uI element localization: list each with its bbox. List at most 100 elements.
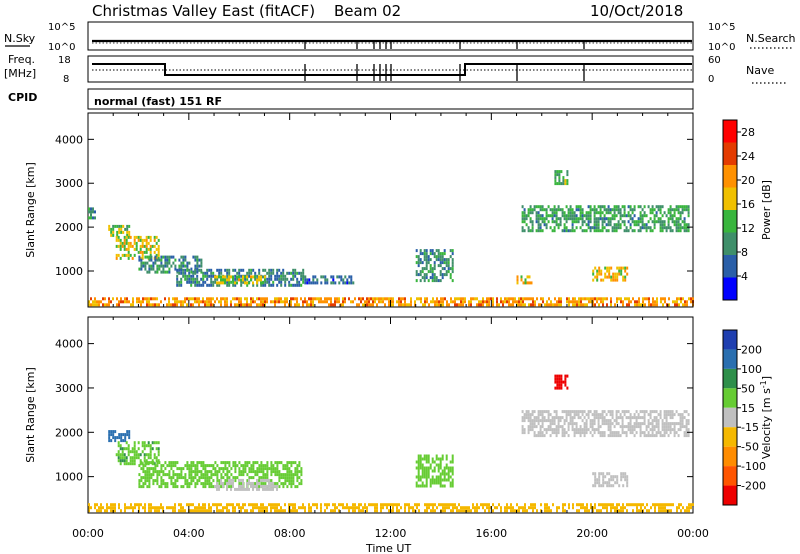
x-tick-label: 00:00 [72, 527, 104, 540]
echo-region [88, 297, 694, 307]
colorbar-swatch [723, 210, 737, 233]
echo-region [521, 410, 690, 438]
freq-tick-bottom: 8 [63, 74, 69, 85]
echo-region [214, 275, 266, 285]
colorbar-tick-label: -15 [741, 421, 759, 434]
panel-frame [87, 112, 694, 308]
freq-trace [92, 63, 692, 76]
velocity-panel: 1000 2000 3000 4000 Slant Range [km] 200 100 50… [24, 316, 773, 514]
colorbar-label-sup: -1 [759, 380, 768, 388]
echo-region [521, 205, 690, 233]
colorbar-swatch [723, 187, 737, 210]
y-tick-label: 2000 [55, 426, 83, 439]
x-tick-label: 04:00 [173, 527, 205, 540]
beam-label: Beam 02 [334, 2, 401, 20]
cpid-label: CPID [8, 91, 37, 104]
y-tick-label: 1000 [55, 471, 83, 484]
x-tick-label: 08:00 [274, 527, 306, 540]
colorbar-swatch [723, 165, 737, 188]
colorbar-swatch [723, 466, 737, 486]
colorbar-swatch [723, 330, 737, 350]
freq-label: Freq. [8, 53, 35, 66]
colorbar-label: Velocity [m s-1] [759, 376, 773, 459]
time-axis-label: Time UT [365, 542, 411, 554]
echo-region [108, 224, 131, 237]
colorbar-swatch [723, 232, 737, 255]
x-tick-label: 00:00 [677, 527, 709, 540]
colorbar-label: Power [dB] [760, 180, 773, 240]
freq-unit-label: [MHz] [4, 67, 36, 80]
y-tick-label: 1000 [55, 265, 83, 278]
echo-region [176, 268, 305, 287]
colorbar-tick-label: 20 [741, 174, 755, 187]
echo-region [88, 503, 694, 513]
y-tick-label: 2000 [55, 221, 83, 234]
colorbar-tick-label: -100 [741, 460, 766, 473]
y-axis-label: Slant Range [km] [24, 162, 37, 258]
colorbar-tick-label: 50 [741, 382, 755, 395]
echo-region [415, 249, 454, 283]
nsky-tick-top: 10^5 [48, 22, 75, 33]
nsky-tick-bottom: 10^0 [48, 42, 75, 53]
time-axis: 00:00 04:00 08:00 12:00 16:00 20:00 00:00 [72, 527, 709, 540]
echo-region [214, 478, 278, 491]
nave-label: Nave [746, 64, 774, 77]
y-tick-label: 4000 [55, 133, 83, 146]
colorbar-tick-label: -50 [741, 441, 759, 454]
colorbar-swatch [723, 277, 737, 300]
station-title: Christmas Valley East (fitACF) [92, 2, 315, 20]
colorbar-tick-label: 16 [741, 198, 755, 211]
cpid-strip [87, 88, 694, 110]
nsearch-tick-bottom: 10^0 [708, 42, 735, 53]
noise-strip: N.Sky 10^5 10^0 10^5 10^0 N.Search [4, 21, 796, 53]
echo-region [88, 207, 96, 220]
colorbar-tick-label: 200 [741, 343, 762, 356]
y-tick-label: 4000 [55, 338, 83, 351]
colorbar-tick-label: 12 [741, 222, 755, 235]
echo-region [415, 454, 454, 488]
echo-region [115, 235, 160, 260]
colorbar-tick-label: 15 [741, 402, 755, 415]
colorbar-swatch [723, 485, 737, 505]
cpid-mode: normal (fast) 151 RF [94, 95, 222, 108]
colorbar-tick-label: -200 [741, 480, 766, 493]
y-axis-label: Slant Range [km] [24, 367, 37, 463]
echo-region [554, 374, 569, 390]
echo-region [115, 441, 160, 466]
freq-strip: Freq. [MHz] 18 8 60 0 Nave [4, 53, 786, 85]
colorbar-swatch [723, 142, 737, 165]
colorbar-tick-label: 4 [741, 270, 748, 283]
date-label: 10/Oct/2018 [590, 2, 683, 20]
colorbar-swatch [723, 427, 737, 447]
power-panel: 1000 2000 3000 4000 Slant Range [km] 4 8 12 16 20… [24, 112, 773, 308]
echo-region [592, 266, 629, 282]
colorbar-tick-label: 100 [741, 363, 762, 376]
colorbar-swatch [723, 368, 737, 389]
colorbar-label-end: ] [760, 376, 773, 380]
y-tick-label: 3000 [55, 382, 83, 395]
nsky-label: N.Sky [4, 32, 36, 45]
echo-region [592, 472, 629, 488]
colorbar-tick-label: 8 [741, 246, 748, 259]
colorbar-swatch [723, 120, 737, 143]
x-tick-label: 16:00 [475, 527, 507, 540]
colorbar-swatch [723, 255, 737, 278]
nsearch-label: N.Search [746, 32, 796, 45]
colorbar: 4 8 12 16 20 24 28 Power [dB] [722, 119, 773, 301]
y-tick-label: 3000 [55, 177, 83, 190]
echo-region [138, 255, 203, 274]
colorbar: 200 100 50 15 -15 -50 -100 -200 Velocity [m s-1] [722, 329, 773, 506]
echo-region [516, 275, 533, 285]
echo-region [108, 430, 131, 443]
colorbar-swatch [723, 349, 737, 369]
x-tick-label: 20:00 [576, 527, 608, 540]
echo-region [554, 170, 569, 186]
colorbar-tick-label: 24 [741, 150, 755, 163]
x-tick-label: 12:00 [375, 527, 407, 540]
colorbar-swatch [723, 388, 737, 408]
colorbar-swatch [723, 407, 737, 428]
nave-tick-top: 60 [708, 55, 721, 66]
colorbar-tick-label: 28 [741, 126, 755, 139]
freq-tick-top: 18 [58, 55, 71, 66]
